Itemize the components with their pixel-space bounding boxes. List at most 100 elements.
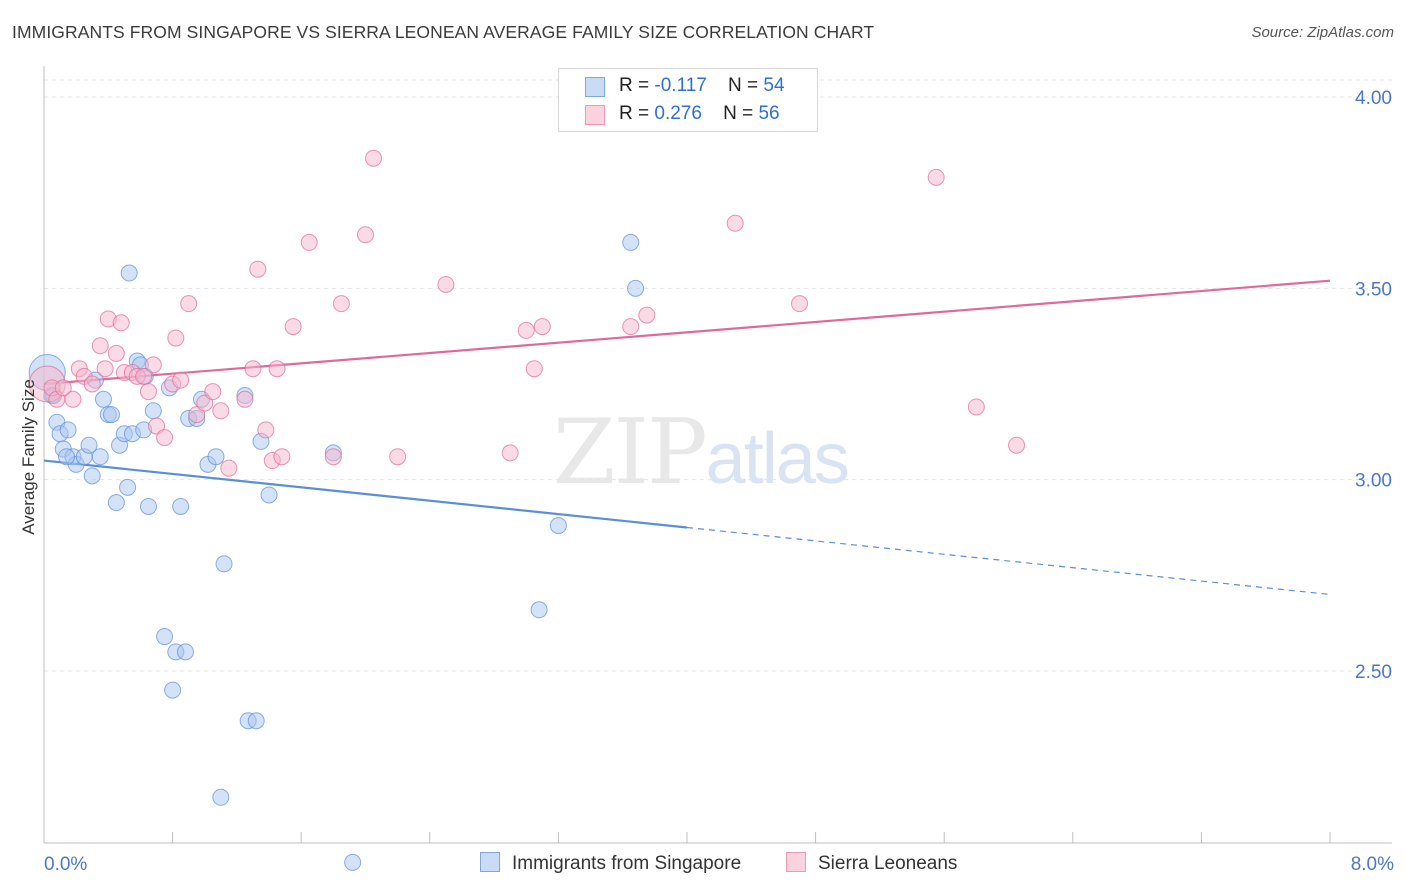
point-sierra-leonean <box>107 344 125 362</box>
point-singapore <box>103 406 121 424</box>
point-sierra-leonean <box>927 168 945 186</box>
point-singapore <box>91 448 109 466</box>
watermark-zip: ZIP <box>553 400 708 505</box>
legend-r-label: R = <box>619 103 650 124</box>
legend-r-value: -0.117 <box>654 75 707 96</box>
y-tick-label: 3.00 <box>1355 471 1392 492</box>
x-tick-label: 0.0% <box>44 854 87 875</box>
point-sierra-leonean <box>257 421 275 439</box>
point-singapore <box>83 467 101 485</box>
point-singapore <box>107 494 125 512</box>
point-sierra-leonean <box>139 383 157 401</box>
point-singapore <box>207 448 225 466</box>
point-singapore <box>59 421 77 439</box>
point-singapore <box>144 402 162 420</box>
axis-labels: 2.50 3.00 3.50 4.00 0.0% 8.0% Average Family S… <box>19 88 1394 875</box>
point-sierra-leonean <box>501 444 519 462</box>
bottom-legend-swatch-singapore <box>480 852 500 872</box>
chart-title: IMMIGRANTS FROM SINGAPORE VS SIERRA LEON… <box>12 22 875 42</box>
point-sierra-leonean <box>135 367 153 385</box>
point-singapore <box>164 681 182 699</box>
point-sierra-leonean <box>148 417 166 435</box>
point-sierra-leonean <box>268 360 286 378</box>
point-sierra-leonean <box>1008 436 1026 454</box>
legend-swatch-sierra-leonean <box>585 105 605 125</box>
point-sierra-leonean <box>284 318 302 336</box>
grid-lines <box>44 79 1392 672</box>
trend-singapore-solid <box>43 459 688 529</box>
y-axis-title: Average Family Size <box>19 379 38 535</box>
point-singapore <box>94 390 112 408</box>
point-sierra-leonean <box>300 233 318 251</box>
point-sierra-leonean <box>533 318 551 336</box>
legend-n-value: 54 <box>763 75 785 96</box>
point-singapore <box>176 643 194 661</box>
point-sierra-leonean <box>180 295 198 313</box>
trend-lines <box>43 279 1331 596</box>
point-sierra-leonean <box>172 371 190 389</box>
point-singapore <box>80 436 98 454</box>
watermark: ZIPatlas <box>553 400 850 505</box>
x-tick-label: 8.0% <box>1351 854 1394 875</box>
bottom-legend-sierra-leonean: Sierra Leoneans <box>786 852 957 875</box>
point-sierra-leonean <box>332 295 350 313</box>
point-sierra-leonean <box>437 276 455 294</box>
point-sierra-leonean <box>96 360 114 378</box>
point-sierra-leonean <box>249 260 267 278</box>
point-sierra-leonean <box>156 429 174 447</box>
point-singapore <box>58 448 76 466</box>
legend-n-label: N = <box>723 103 754 124</box>
legend-n-label: N = <box>727 75 759 96</box>
axes <box>43 66 1392 844</box>
legend-n-value: 56 <box>758 103 780 124</box>
point-sierra-leonean <box>525 360 543 378</box>
trend-singapore-dashed <box>686 526 1331 596</box>
point-singapore <box>119 478 137 496</box>
point-sierra-leonean <box>236 390 254 408</box>
trend-sierra-leonean-solid <box>43 279 1331 386</box>
point-sierra-leonean <box>144 356 162 374</box>
bottom-legend-label-singapore: Immigrants from Singapore <box>512 853 742 874</box>
point-sierra-leonean <box>54 379 72 397</box>
point-sierra-leonean <box>220 459 238 477</box>
point-singapore <box>530 601 548 619</box>
point-sierra-leonean <box>638 306 656 324</box>
point-sierra-leonean <box>64 390 82 408</box>
point-sierra-leonean <box>196 394 214 412</box>
point-sierra-leonean <box>91 337 109 355</box>
point-sierra-leonean <box>204 383 222 401</box>
point-sierra-leonean <box>188 406 206 424</box>
point-singapore <box>344 853 362 871</box>
point-sierra-leonean <box>517 321 535 339</box>
point-singapore <box>215 555 233 573</box>
watermark-atlas: atlas <box>705 419 850 499</box>
bottom-legend-label-sierra-leonean: Sierra Leoneans <box>818 853 958 874</box>
point-sierra-leonean <box>324 448 342 466</box>
point-sierra-leonean <box>212 402 230 420</box>
point-sierra-leonean <box>365 149 383 167</box>
legend-r-value: 0.276 <box>654 103 702 124</box>
point-sierra-leonean <box>357 226 374 244</box>
source-credit: Source: ZipAtlas.com <box>1251 24 1394 41</box>
point-sierra-leonean <box>967 398 985 416</box>
point-sierra-leonean <box>244 360 262 378</box>
point-sierra-leonean <box>389 448 407 466</box>
point-singapore <box>156 628 174 646</box>
y-tick-label: 4.00 <box>1355 88 1392 109</box>
point-singapore <box>120 264 138 282</box>
y-tick-label: 2.50 <box>1355 662 1392 683</box>
y-tick-label: 3.50 <box>1355 279 1392 300</box>
point-sierra-leonean <box>83 375 101 393</box>
point-sierra-leonean <box>273 448 291 466</box>
point-singapore <box>139 497 157 515</box>
point-singapore <box>622 233 640 251</box>
bottom-legend-singapore: Immigrants from Singapore <box>480 852 741 875</box>
point-sierra-leonean <box>112 314 130 332</box>
stats-legend: R = -0.117 N = 54 R = 0.276 N = 56 <box>558 68 818 132</box>
point-singapore <box>627 279 645 297</box>
point-sierra-leonean <box>622 318 640 336</box>
point-sierra-leonean <box>726 214 744 232</box>
point-singapore <box>247 712 265 730</box>
bottom-legend-swatch-sierra-leonean <box>786 852 806 872</box>
